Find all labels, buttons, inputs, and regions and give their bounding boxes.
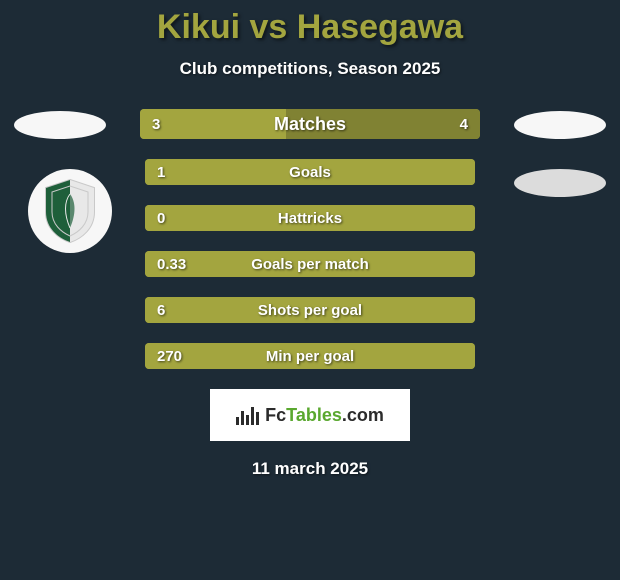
stat-label: Matches: [140, 109, 480, 139]
stat-row: Shots per goal6: [145, 297, 475, 323]
right-player-badge: [514, 111, 606, 139]
stat-value-left: 3: [152, 109, 160, 139]
stat-value-left: 1: [157, 159, 165, 185]
shield-icon: [40, 178, 100, 244]
stat-label: Shots per goal: [145, 297, 475, 323]
stat-value-right: 4: [460, 109, 468, 139]
left-player-badge: [14, 111, 106, 139]
stat-row: Matches3 4: [140, 109, 480, 139]
stat-value-left: 6: [157, 297, 165, 323]
stat-value-left: 270: [157, 343, 182, 369]
logo-tables: Tables: [286, 405, 342, 426]
logo-fc: Fc: [265, 405, 286, 426]
fctables-logo: FcTables.com: [210, 389, 410, 441]
footer-date: 11 march 2025: [0, 459, 620, 479]
stat-label: Hattricks: [145, 205, 475, 231]
stat-row: Hattricks0: [145, 205, 475, 231]
stat-label: Goals: [145, 159, 475, 185]
right-club-badge: [514, 169, 606, 197]
stat-row: Goals1: [145, 159, 475, 185]
comparison-area: Matches3 4 Goals1 Hattricks0 Goals per match…: [0, 109, 620, 369]
stat-label: Goals per match: [145, 251, 475, 277]
stat-value-left: 0: [157, 205, 165, 231]
stat-row: Min per goal270: [145, 343, 475, 369]
page-title: Kikui vs Hasegawa: [0, 8, 620, 47]
stat-row: Goals per match0.33: [145, 251, 475, 277]
left-club-crest: [28, 169, 112, 253]
chart-icon: [236, 405, 259, 425]
stat-label: Min per goal: [145, 343, 475, 369]
subtitle: Club competitions, Season 2025: [0, 59, 620, 79]
stat-value-left: 0.33: [157, 251, 186, 277]
logo-com: .com: [342, 405, 384, 426]
